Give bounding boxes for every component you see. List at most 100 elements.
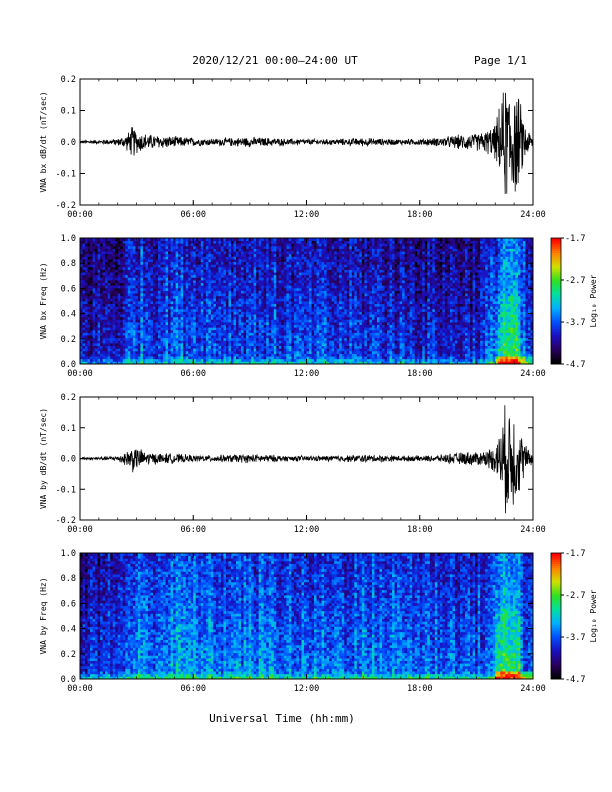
heat-cell bbox=[311, 311, 315, 315]
heat-cell bbox=[152, 280, 156, 284]
heat-cell bbox=[213, 311, 217, 315]
heat-cell bbox=[213, 264, 217, 268]
heat-cell bbox=[205, 240, 209, 244]
heat-cell bbox=[170, 248, 174, 252]
heat-cell bbox=[90, 358, 93, 362]
heat-cell bbox=[215, 361, 219, 365]
heat-cell bbox=[303, 335, 307, 339]
heat-cell bbox=[296, 301, 300, 305]
heat-cell bbox=[251, 238, 255, 242]
heat-cell bbox=[135, 311, 139, 315]
heat-cell bbox=[208, 272, 212, 276]
heat-cell bbox=[309, 348, 312, 352]
heat-cell bbox=[293, 316, 297, 320]
heat-cell bbox=[140, 240, 144, 244]
heat-cell bbox=[314, 316, 317, 320]
heat-cell bbox=[165, 269, 169, 273]
heat-cell bbox=[188, 335, 192, 339]
heat-cell bbox=[263, 350, 267, 354]
heat-cell bbox=[331, 337, 335, 341]
heat-cell bbox=[175, 345, 179, 349]
heat-cell bbox=[170, 240, 174, 244]
heat-cell bbox=[213, 272, 217, 276]
heat-cell bbox=[142, 306, 146, 310]
heat-cell bbox=[90, 337, 93, 341]
heat-cell bbox=[306, 350, 310, 354]
heat-cell bbox=[271, 269, 275, 273]
heat-cell bbox=[276, 269, 280, 273]
heat-cell bbox=[301, 322, 305, 326]
heat-cell bbox=[296, 332, 300, 336]
heat-cell bbox=[314, 337, 317, 341]
heat-cell bbox=[160, 243, 164, 247]
heat-cell bbox=[251, 348, 255, 352]
heat-cell bbox=[208, 345, 212, 349]
heat-cell bbox=[122, 322, 126, 326]
heat-cell bbox=[82, 345, 86, 349]
heat-cell bbox=[309, 327, 312, 331]
heat-cell bbox=[163, 308, 166, 312]
heat-cell bbox=[283, 308, 287, 312]
heat-cell bbox=[158, 345, 161, 349]
heat-cell bbox=[82, 251, 86, 255]
heat-cell bbox=[238, 311, 242, 315]
heat-cell bbox=[135, 348, 139, 352]
heat-cell bbox=[231, 353, 234, 357]
heat-cell bbox=[303, 340, 307, 344]
heat-cell bbox=[160, 266, 164, 270]
heat-cell bbox=[137, 303, 141, 307]
heat-cell bbox=[298, 348, 302, 352]
heat-cell bbox=[241, 287, 244, 291]
heat-cell bbox=[185, 269, 189, 273]
heat-cell bbox=[261, 282, 265, 286]
y-tick-label: 0.2 bbox=[61, 75, 76, 85]
heat-cell bbox=[183, 306, 187, 310]
heat-cell bbox=[80, 314, 83, 318]
heat-cell bbox=[233, 308, 237, 312]
heat-cell bbox=[251, 303, 255, 307]
heat-cell bbox=[137, 238, 141, 242]
heat-cell bbox=[102, 316, 106, 320]
heat-cell bbox=[225, 256, 229, 260]
heat-cell bbox=[117, 350, 121, 354]
heat-cell bbox=[178, 261, 182, 265]
heat-cell bbox=[233, 350, 237, 354]
heat-cell bbox=[218, 361, 222, 365]
heat-cell bbox=[220, 282, 224, 286]
heat-cell bbox=[102, 308, 106, 312]
heat-cell bbox=[266, 345, 270, 349]
heat-cell bbox=[228, 253, 232, 257]
heat-cell bbox=[286, 340, 290, 344]
heat-cell bbox=[273, 264, 277, 268]
heat-cell bbox=[135, 308, 139, 312]
heat-cell bbox=[102, 311, 106, 315]
heat-cell bbox=[276, 324, 280, 328]
heat-cell bbox=[266, 282, 270, 286]
heat-cell bbox=[130, 361, 134, 365]
heat-cell bbox=[155, 240, 159, 244]
heat-cell bbox=[314, 343, 317, 347]
heat-cell bbox=[185, 345, 189, 349]
heat-cell bbox=[115, 361, 119, 365]
heat-cell bbox=[334, 348, 338, 352]
heat-cell bbox=[331, 361, 335, 365]
heat-cell bbox=[319, 335, 322, 339]
heat-cell bbox=[185, 245, 189, 249]
heat-cell bbox=[321, 290, 325, 294]
heat-cell bbox=[120, 329, 124, 333]
heat-cell bbox=[190, 306, 194, 310]
heat-cell bbox=[102, 259, 106, 263]
heat-cell bbox=[117, 243, 121, 247]
heat-cell bbox=[150, 280, 154, 284]
heat-cell bbox=[115, 327, 119, 331]
heat-cell bbox=[210, 295, 214, 299]
heat-cell bbox=[142, 316, 146, 320]
heat-cell bbox=[316, 345, 320, 349]
heat-cell bbox=[334, 324, 338, 328]
heat-cell bbox=[180, 251, 184, 255]
heat-cell bbox=[261, 248, 265, 252]
heat-cell bbox=[253, 285, 257, 289]
heat-cell bbox=[218, 356, 222, 360]
heat-cell bbox=[213, 290, 217, 294]
heat-cell bbox=[303, 353, 307, 357]
